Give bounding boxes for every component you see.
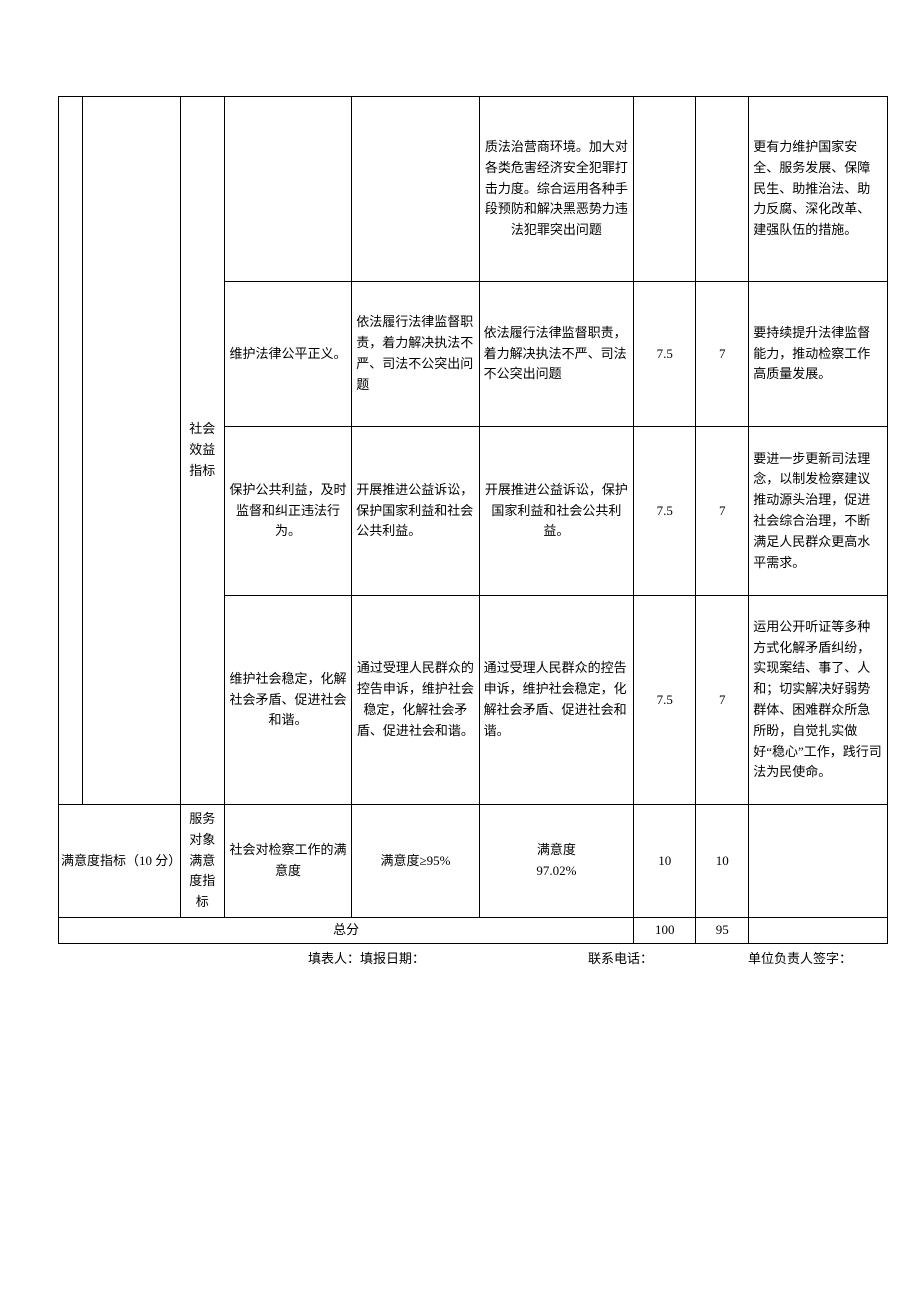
score-cell: 7 (696, 596, 749, 805)
indicator-type-label: 社会效益指标 (189, 421, 215, 478)
total-weight: 100 (634, 917, 696, 943)
actual-cell: 开展推进公益诉讼，保护国家利益和社会公共利益。 (479, 427, 634, 596)
indicator-name-cell: 维护法律公平正义。 (224, 282, 351, 427)
satisfaction-indicator-type: 服务 对象 满意 度指 标 (180, 805, 224, 918)
satisfaction-row: 满意度指标（10 分） 服务 对象 满意 度指 标 社会对检察工作的满意度 满意… (59, 805, 888, 918)
indicator-name-cell: 保护公共利益，及时监督和纠正违法行为。 (224, 427, 351, 596)
satisfaction-category: 满意度指标（10 分） (59, 805, 181, 918)
total-remark (749, 917, 888, 943)
table-row: 社会效益指标 质法治营商环境。加大对各类危害经济安全犯罪打击力度。综合运用各种手… (59, 97, 888, 282)
target-cell: 通过受理人民群众的控告申诉，维护社会稳定，化解社会矛盾、促进社会和谐。 (352, 596, 479, 805)
weight-cell (634, 97, 696, 282)
evaluation-table: 社会效益指标 质法治营商环境。加大对各类危害经济安全犯罪打击力度。综合运用各种手… (58, 96, 888, 944)
footer: 填表人：填报日期： 联系电话： 单位负责人签字： (58, 948, 888, 968)
actual-cell: 依法履行法律监督职责，着力解决执法不严、司法不公突出问题 (479, 282, 634, 427)
footer-phone: 联系电话： (588, 948, 653, 967)
score-cell (696, 97, 749, 282)
total-score: 95 (696, 917, 749, 943)
actual-cell: 质法治营商环境。加大对各类危害经济安全犯罪打击力度。综合运用各种手段预防和解决黑… (479, 97, 634, 282)
satisfaction-indicator: 社会对检察工作的满意度 (224, 805, 351, 918)
footer-filler: 填表人：填报日期： (308, 948, 425, 967)
score-cell: 7 (696, 427, 749, 596)
weight-cell: 7.5 (634, 427, 696, 596)
remark-cell: 运用公开听证等多种方式化解矛盾纠纷，实现案结、事了、人和；切实解决好弱势群体、困… (749, 596, 888, 805)
target-cell (352, 97, 479, 282)
actual-cell: 通过受理人民群众的控告申诉，维护社会稳定，化解社会矛盾、促进社会和谐。 (479, 596, 634, 805)
target-cell: 开展推进公益诉讼，保护国家利益和社会公共利益。 (352, 427, 479, 596)
indicator-type-cell: 社会效益指标 (180, 97, 224, 805)
satisfaction-score: 10 (696, 805, 749, 918)
indicator-name-cell: 维护社会稳定，化解社会矛盾、促进社会和谐。 (224, 596, 351, 805)
weight-cell: 7.5 (634, 282, 696, 427)
remark-cell: 要持续提升法律监督能力，推动检察工作高质量发展。 (749, 282, 888, 427)
subcategory-cell (82, 97, 180, 805)
target-cell: 依法履行法律监督职责，着力解决执法不严、司法不公突出问题 (352, 282, 479, 427)
total-row: 总分 100 95 (59, 917, 888, 943)
indicator-name-cell (224, 97, 351, 282)
footer-signature: 单位负责人签字： (748, 948, 852, 967)
satisfaction-target: 满意度≥95% (352, 805, 479, 918)
satisfaction-remark (749, 805, 888, 918)
category-cell (59, 97, 83, 805)
satisfaction-weight: 10 (634, 805, 696, 918)
total-label: 总分 (59, 917, 634, 943)
remark-cell: 更有力维护国家安全、服务发展、保障民生、助推治法、助力反腐、深化改革、建强队伍的… (749, 97, 888, 282)
score-cell: 7 (696, 282, 749, 427)
satisfaction-actual: 满意度 97.02% (479, 805, 634, 918)
remark-cell: 要进一步更新司法理念，以制发检察建议推动源头治理，促进社会综合治理，不断满足人民… (749, 427, 888, 596)
weight-cell: 7.5 (634, 596, 696, 805)
